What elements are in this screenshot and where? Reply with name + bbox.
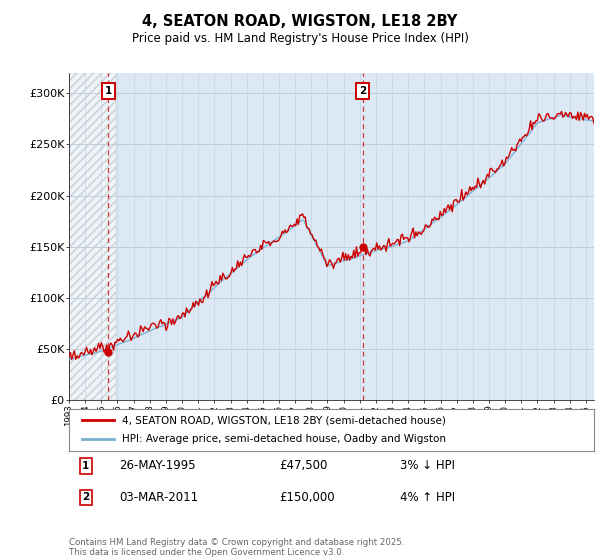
Text: 4% ↑ HPI: 4% ↑ HPI	[400, 491, 455, 504]
Text: HPI: Average price, semi-detached house, Oadby and Wigston: HPI: Average price, semi-detached house,…	[121, 435, 445, 445]
Text: 2: 2	[82, 492, 89, 502]
Point	[358, 242, 367, 251]
Text: 3% ↓ HPI: 3% ↓ HPI	[400, 459, 455, 473]
Text: 03-MAR-2011: 03-MAR-2011	[119, 491, 198, 504]
Text: £47,500: £47,500	[279, 459, 328, 473]
Text: 26-MAY-1995: 26-MAY-1995	[119, 459, 196, 473]
Text: Contains HM Land Registry data © Crown copyright and database right 2025.
This d: Contains HM Land Registry data © Crown c…	[69, 538, 404, 557]
Text: 1: 1	[82, 461, 89, 471]
Text: £150,000: £150,000	[279, 491, 335, 504]
Text: 4, SEATON ROAD, WIGSTON, LE18 2BY (semi-detached house): 4, SEATON ROAD, WIGSTON, LE18 2BY (semi-…	[121, 415, 445, 425]
Text: Price paid vs. HM Land Registry's House Price Index (HPI): Price paid vs. HM Land Registry's House …	[131, 32, 469, 45]
Text: 1: 1	[104, 86, 112, 96]
Point	[103, 347, 113, 356]
Text: 2: 2	[359, 86, 366, 96]
Text: 4, SEATON ROAD, WIGSTON, LE18 2BY: 4, SEATON ROAD, WIGSTON, LE18 2BY	[142, 14, 458, 29]
